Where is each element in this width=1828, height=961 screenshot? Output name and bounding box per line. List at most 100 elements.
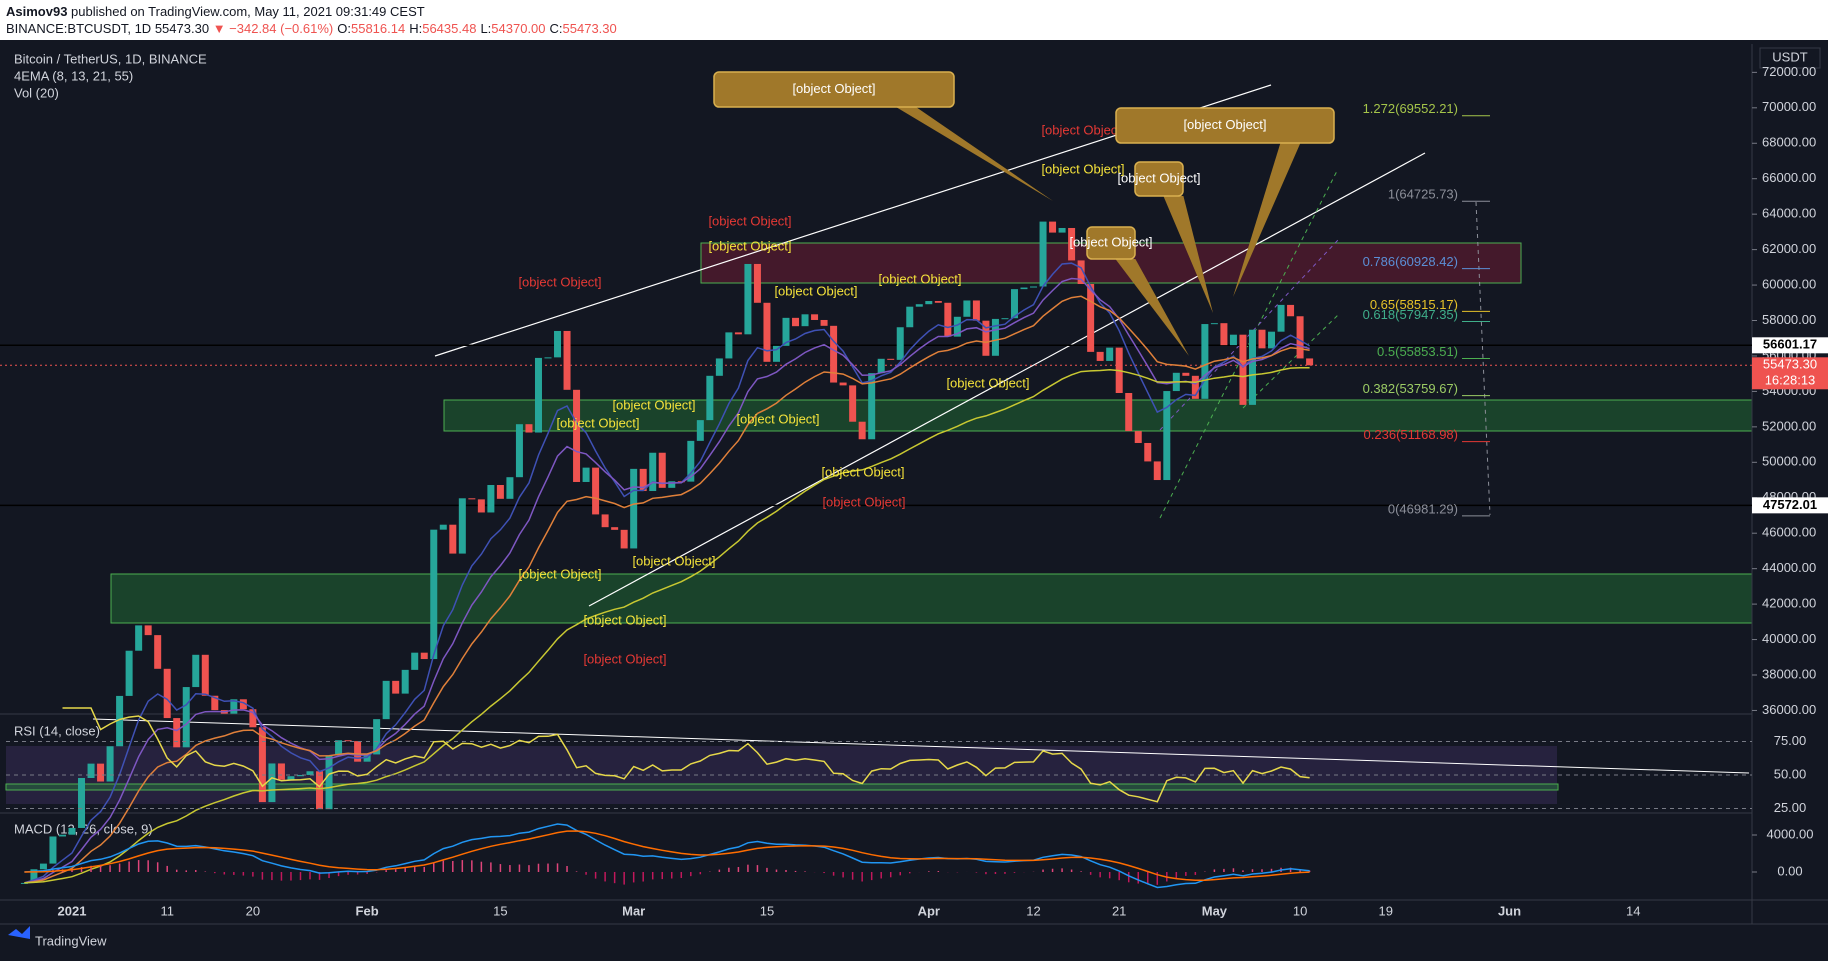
candle (430, 529, 438, 660)
candle (201, 654, 209, 696)
candle (515, 424, 523, 478)
candle (858, 421, 866, 440)
candle (68, 827, 76, 835)
macd-tick-label: 4000.00 (1767, 826, 1814, 841)
candle (592, 467, 600, 515)
candle (277, 763, 285, 780)
currency-box (1759, 47, 1821, 69)
candle (306, 771, 314, 775)
legend-vol: Vol (20) (14, 85, 59, 100)
callout-text: [object Object] (1117, 170, 1200, 185)
wave-label: [object Object] (518, 566, 601, 581)
callout (1134, 161, 1184, 197)
candle (811, 314, 819, 320)
candle (849, 385, 857, 422)
candle (1068, 227, 1076, 261)
candle (1134, 431, 1142, 443)
fib-label: 0(46981.29) (1388, 501, 1458, 516)
callout-text: [object Object] (792, 81, 875, 96)
wave-label: [object Object] (1041, 122, 1124, 137)
y-tick-label: 66000.00 (1762, 170, 1816, 185)
rsi-tick-label: 50.00 (1774, 766, 1807, 781)
price-tag-label: 56601.17 (1763, 337, 1817, 352)
candle (982, 320, 990, 356)
logo (8, 926, 30, 939)
callout-text: [object Object] (1069, 234, 1152, 249)
candle (1191, 375, 1199, 399)
candle (468, 498, 476, 500)
candle (125, 650, 133, 696)
candle (420, 652, 428, 660)
y-tick-label: 64000.00 (1762, 206, 1816, 221)
candle (715, 358, 723, 376)
candle (544, 357, 552, 359)
candle (915, 304, 923, 307)
candle (1201, 324, 1209, 399)
price: 55473.30 (155, 21, 209, 36)
x-tick-label: 21 (1112, 903, 1126, 918)
candle (1106, 347, 1114, 361)
candle (373, 719, 381, 755)
legend-ema: 4EMA (8, 13, 21, 55) (14, 68, 133, 83)
candle (877, 358, 885, 374)
candle (1125, 393, 1133, 432)
candle (649, 452, 657, 492)
candle (230, 699, 238, 714)
candle (1210, 323, 1218, 325)
candle (1077, 260, 1085, 284)
candle (658, 452, 666, 488)
candle (906, 306, 914, 328)
candle (801, 314, 809, 327)
legend-title: Bitcoin / TetherUS, 1D, BINANCE (14, 51, 207, 66)
ohlc-key: O: (337, 21, 351, 36)
wave-label: [object Object] (583, 651, 666, 666)
ohlc-value: 55816.14 (351, 21, 405, 36)
candle (1010, 289, 1018, 319)
candle (335, 740, 343, 756)
candle (354, 741, 362, 762)
candle (934, 301, 942, 303)
x-tick-label: Mar (622, 903, 645, 918)
candle (620, 529, 628, 549)
candle (820, 319, 828, 326)
candle (687, 440, 695, 482)
candle (1229, 334, 1237, 346)
candle (1153, 461, 1161, 481)
candle (830, 325, 838, 383)
ema-line (24, 277, 1310, 884)
candle (896, 327, 904, 360)
candle (725, 332, 733, 359)
wave-label: [object Object] (736, 411, 819, 426)
candle (316, 771, 324, 810)
footer: TradingView (35, 933, 107, 948)
price-tag (1752, 497, 1828, 514)
candle (477, 499, 485, 513)
y-tick-label: 60000.00 (1762, 276, 1816, 291)
candle (696, 420, 704, 441)
candle (496, 484, 504, 499)
candle (487, 484, 495, 513)
channel-line (1242, 314, 1339, 409)
y-tick-label: 40000.00 (1762, 631, 1816, 646)
candle (144, 625, 152, 636)
wave-label: [object Object] (946, 375, 1029, 390)
candle (87, 763, 95, 778)
candle (1001, 318, 1009, 320)
candle (296, 774, 304, 777)
ohlc-key: C: (550, 21, 563, 36)
candle (744, 263, 752, 335)
x-tick-label: 14 (1626, 903, 1640, 918)
fib-label: 0.236(51168.98) (1364, 427, 1458, 442)
y-tick-label: 52000.00 (1762, 418, 1816, 433)
candle (839, 382, 847, 386)
candle (135, 625, 143, 651)
y-tick-label: 46000.00 (1762, 525, 1816, 540)
header-line-1: Asimov93 published on TradingView.com, M… (6, 4, 425, 19)
candle (772, 345, 780, 362)
candle (39, 863, 47, 870)
fib-label: 0.5(55853.51) (1377, 344, 1458, 359)
wave-label: [object Object] (556, 415, 639, 430)
candle (211, 695, 219, 711)
last-price-label: 55473.30 (1763, 357, 1817, 372)
